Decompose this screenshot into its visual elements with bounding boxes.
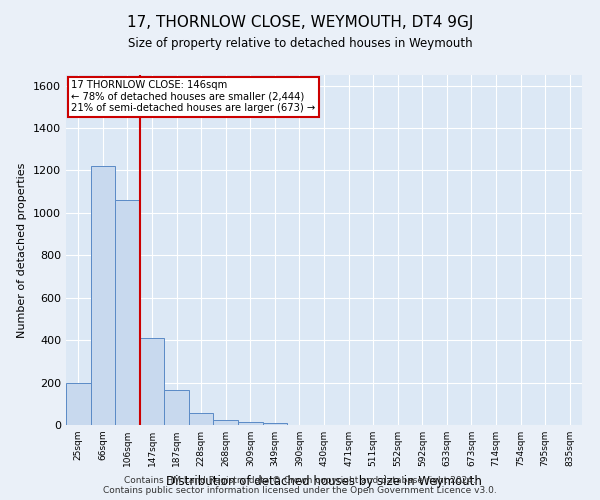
Text: Size of property relative to detached houses in Weymouth: Size of property relative to detached ho… [128, 38, 472, 51]
Text: 17 THORNLOW CLOSE: 146sqm
← 78% of detached houses are smaller (2,444)
21% of se: 17 THORNLOW CLOSE: 146sqm ← 78% of detac… [71, 80, 316, 114]
Bar [115, 200, 140, 425]
Y-axis label: Number of detached properties: Number of detached properties [17, 162, 28, 338]
Text: 17, THORNLOW CLOSE, WEYMOUTH, DT4 9GJ: 17, THORNLOW CLOSE, WEYMOUTH, DT4 9GJ [127, 15, 473, 30]
Bar [91, 166, 115, 425]
Bar [164, 390, 189, 425]
Bar [140, 338, 164, 425]
Bar [263, 423, 287, 425]
Bar [66, 382, 91, 425]
X-axis label: Distribution of detached houses by size in Weymouth: Distribution of detached houses by size … [166, 474, 482, 488]
Bar [238, 422, 263, 425]
Text: Contains HM Land Registry data © Crown copyright and database right 2024.
Contai: Contains HM Land Registry data © Crown c… [103, 476, 497, 495]
Bar [214, 420, 238, 425]
Bar [189, 414, 214, 425]
